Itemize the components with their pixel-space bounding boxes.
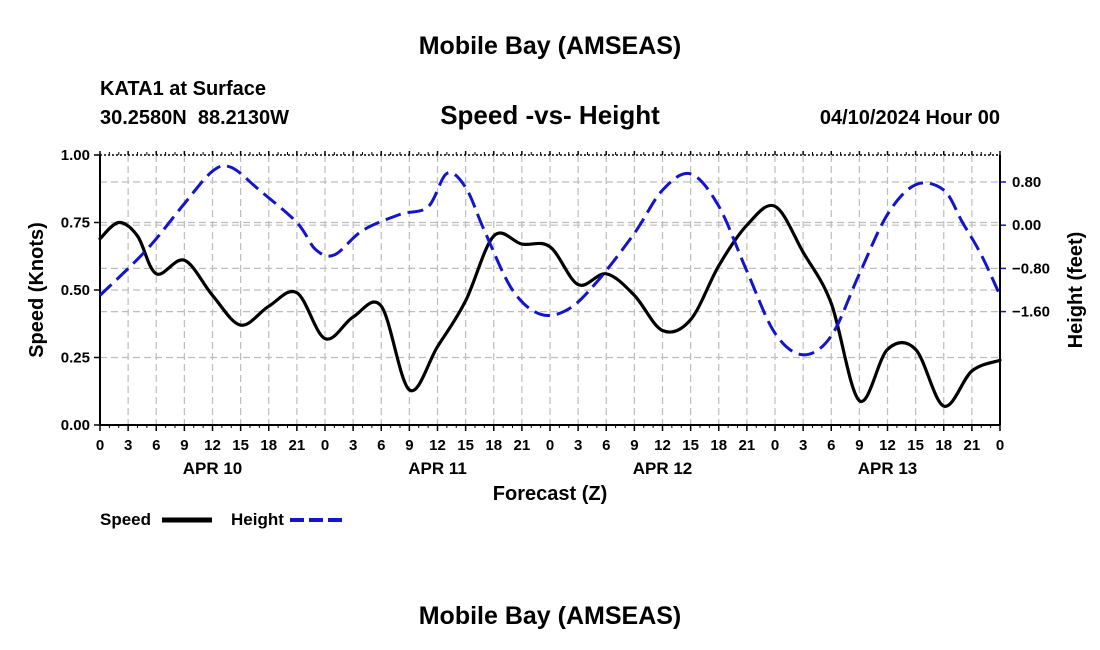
x-tick-label: 21 — [289, 437, 306, 454]
legend-speed-label: Speed — [100, 510, 151, 529]
coordinates-label: 30.2580N 88.2130W — [100, 107, 289, 129]
x-tick-label: 12 — [879, 437, 896, 454]
y-axis-title: Speed (Knots) — [26, 222, 48, 358]
legend-height-label: Height — [231, 510, 284, 529]
x-tick-label: 12 — [204, 437, 221, 454]
x-tick-label: 15 — [232, 437, 249, 454]
x-tick-label: 21 — [964, 437, 981, 454]
series-line-speed — [98, 203, 1002, 408]
x-tick-label: 0 — [546, 437, 554, 454]
date-label: APR 10 — [183, 459, 243, 478]
x-tick-label: 0 — [771, 437, 779, 454]
x-tick-label: 6 — [377, 437, 385, 454]
y2-tick-label: −0.80 — [1012, 260, 1050, 277]
date-label: APR 11 — [408, 459, 467, 478]
x-tick-label: 9 — [405, 437, 413, 454]
y2-tick-label: 0.00 — [1012, 217, 1041, 234]
x-tick-label: 6 — [827, 437, 835, 454]
x-tick-label: 15 — [907, 437, 924, 454]
x-axis-title: Forecast (Z) — [493, 483, 607, 505]
x-tick-label: 0 — [996, 437, 1004, 454]
x-tick-label: 9 — [180, 437, 188, 454]
x-tick-label: 12 — [654, 437, 671, 454]
axis-labels: 0 3 6 9 12 15 18 21 0 3 6 9 12 15 18 21 0 3 6 9 12 15 18 21 0 3 6 9… — [61, 147, 1050, 478]
chart-title: Speed -vs- Height — [440, 100, 660, 130]
series-line-height — [98, 164, 1002, 357]
x-tick-label: 0 — [96, 437, 104, 454]
x-tick-label: 6 — [152, 437, 160, 454]
x-tick-label: 21 — [739, 437, 756, 454]
axes — [94, 151, 1006, 431]
bottom-title: Mobile Bay (AMSEAS) — [419, 602, 682, 630]
x-tick-label: 18 — [260, 437, 277, 454]
y2-tick-label: 0.80 — [1012, 174, 1041, 191]
gridlines — [100, 155, 1000, 425]
date-label: APR 12 — [633, 459, 693, 478]
x-tick-label: 9 — [855, 437, 863, 454]
date-label: APR 13 — [858, 459, 918, 478]
y-tick-label: 0.75 — [61, 215, 90, 232]
x-tick-label: 9 — [630, 437, 638, 454]
x-tick-label: 12 — [429, 437, 446, 454]
x-tick-label: 18 — [485, 437, 502, 454]
y-tick-label: 1.00 — [61, 147, 90, 164]
x-tick-label: 3 — [124, 437, 132, 454]
x-tick-label: 0 — [321, 437, 329, 454]
y-tick-label: 0.50 — [61, 282, 90, 299]
x-tick-label: 15 — [457, 437, 474, 454]
x-tick-label: 18 — [710, 437, 727, 454]
top-title: Mobile Bay (AMSEAS) — [419, 32, 682, 60]
station-label: KATA1 at Surface — [100, 78, 266, 100]
y2-axis-title: Height (feet) — [1065, 232, 1087, 349]
x-tick-label: 3 — [574, 437, 582, 454]
y-tick-label: 0.25 — [61, 350, 90, 367]
x-tick-label: 3 — [799, 437, 807, 454]
plot-lines — [98, 164, 1002, 408]
y2-tick-label: −1.60 — [1012, 304, 1050, 321]
x-tick-label: 15 — [682, 437, 699, 454]
x-tick-label: 21 — [514, 437, 531, 454]
x-tick-label: 18 — [935, 437, 952, 454]
y-tick-label: 0.00 — [61, 417, 90, 434]
x-tick-label: 6 — [602, 437, 610, 454]
x-tick-label: 3 — [349, 437, 357, 454]
forecast-datetime: 04/10/2024 Hour 00 — [820, 107, 1000, 129]
legend: Speed Height — [100, 510, 342, 529]
